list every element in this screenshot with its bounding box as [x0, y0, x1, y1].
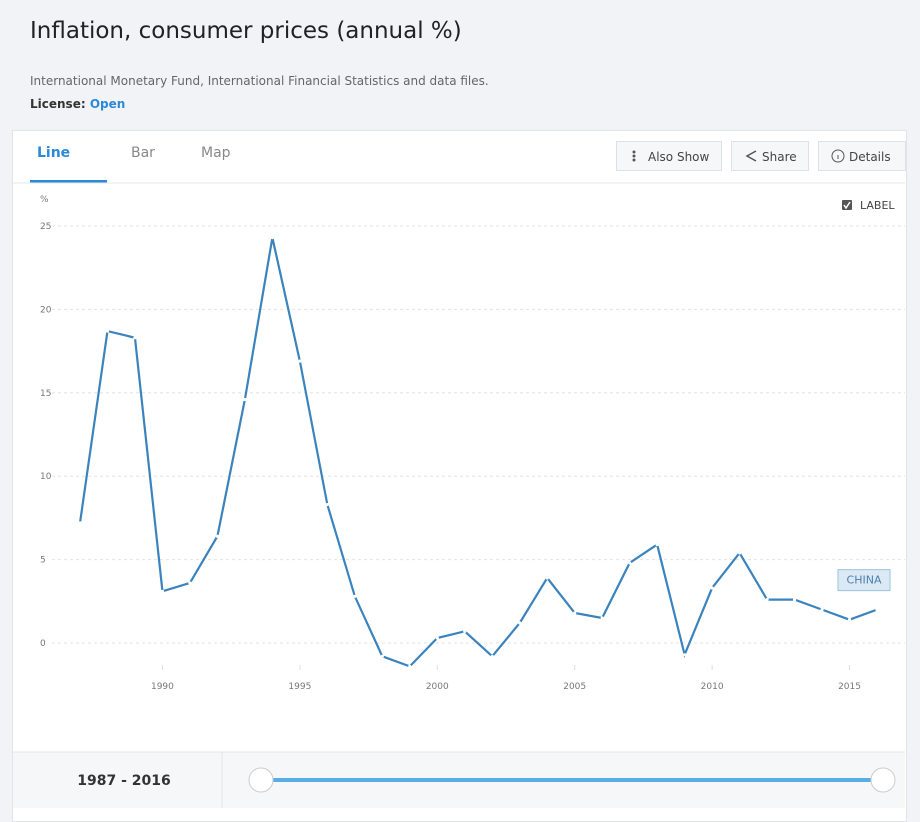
subtitle: International Monetary Fund, Internation… [30, 74, 489, 88]
y-tick-label: 25 [40, 222, 51, 232]
data-point [820, 608, 824, 612]
checkmark [843, 201, 851, 210]
data-point [188, 581, 192, 585]
data-point [490, 654, 494, 658]
y-tick-label: 20 [40, 305, 52, 315]
tab[interactable]: Bar [131, 145, 155, 161]
data-point [875, 608, 879, 612]
data-point [573, 611, 577, 615]
tab[interactable]: Line [37, 145, 71, 161]
button[interactable]: Share [731, 141, 809, 171]
button[interactable]: Details [818, 141, 906, 171]
data-point [683, 653, 687, 657]
license-label: License: [30, 97, 86, 111]
license: License: Open [30, 97, 125, 111]
series-label: CHINA [847, 574, 882, 587]
y-tick-label: 15 [40, 389, 51, 399]
series-line [78, 237, 878, 668]
label-toggle[interactable]: LABEL [860, 199, 895, 212]
checkbox[interactable] [842, 200, 852, 210]
data-point [408, 664, 412, 668]
data-point [463, 629, 467, 633]
x-tick-label: 2000 [426, 682, 449, 692]
slider-handle[interactable] [870, 767, 896, 793]
data-point [133, 336, 137, 340]
data-point [298, 359, 302, 363]
y-tick-label: 10 [40, 472, 52, 482]
data-point [847, 618, 852, 622]
license-link[interactable]: Open [89, 97, 126, 111]
data-point [380, 654, 384, 658]
data-point [737, 551, 742, 555]
data-point [435, 636, 439, 640]
data-point [243, 397, 247, 402]
data-point [545, 576, 549, 580]
data-point [792, 598, 797, 602]
slider-handle[interactable] [248, 767, 274, 793]
data-point [765, 598, 769, 602]
data-point [270, 236, 274, 240]
series-label-box [837, 569, 891, 592]
data-point [600, 616, 604, 620]
data-point [325, 502, 329, 507]
range-label: 1987 - 2016 [77, 773, 171, 789]
data-point [78, 521, 82, 525]
data-point [710, 586, 714, 590]
icons [632, 149, 845, 163]
x-tick-label: 2005 [563, 682, 586, 692]
y-unit: % [40, 195, 49, 205]
y-tick-label: 0 [40, 639, 46, 649]
page-title: Inflation, consumer prices (annual %) [30, 18, 462, 44]
x-tick-label: 1995 [288, 682, 311, 692]
data-point [655, 542, 659, 547]
data-point [105, 329, 110, 333]
tab[interactable]: Map [201, 145, 231, 161]
data-point [353, 594, 357, 598]
x-tick-label: 2015 [838, 682, 861, 692]
data-point [628, 561, 632, 565]
x-tick-label: 2010 [701, 682, 724, 692]
data-point [215, 534, 220, 538]
x-tick-label: 1990 [151, 682, 174, 692]
data-point [160, 589, 165, 593]
y-tick-label: 5 [40, 556, 46, 566]
data-point [518, 621, 522, 625]
tab-underline [30, 180, 107, 183]
